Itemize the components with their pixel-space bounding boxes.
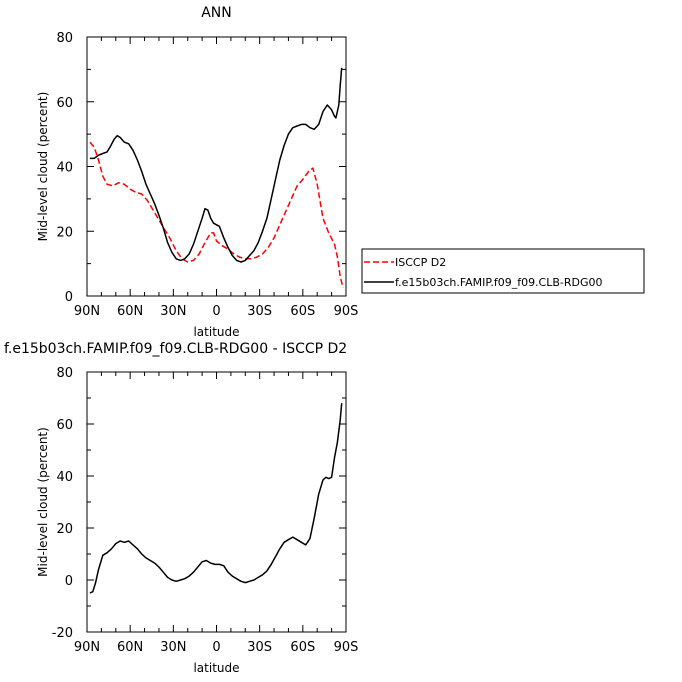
- y-axis-title: Mid-level cloud (percent): [36, 92, 50, 242]
- x-tick-label: 30S: [247, 304, 272, 319]
- y-tick-label: 40: [56, 161, 73, 176]
- x-tick-label: 60N: [117, 304, 143, 319]
- x-axis-title: latitude: [193, 661, 239, 675]
- panel-2: 90N 60N 30N 0 30S 60S 90S -20 0 20 40 60 80 latitude M…: [4, 341, 358, 675]
- series-line-1: [89, 141, 344, 289]
- chart-title: ANN: [201, 5, 232, 21]
- x-tick-label: 90S: [334, 640, 359, 655]
- x-tick-label: 90S: [334, 304, 359, 319]
- chart-title: f.e15b03ch.FAMIP.f09_f09.CLB-RDG00 - ISC…: [4, 341, 347, 357]
- y-tick-label: 20: [56, 225, 73, 240]
- x-tick-label: 30S: [247, 640, 272, 655]
- plot-frame: [86, 36, 347, 297]
- x-tick-label: 60S: [290, 640, 315, 655]
- legend-label-1: ISCCP D2: [395, 256, 446, 269]
- x-tick-label: 60N: [117, 640, 143, 655]
- y-tick-label: 60: [56, 418, 73, 433]
- series-line-2: [89, 67, 343, 263]
- series-line-1: [89, 403, 343, 594]
- plot-frame: [86, 371, 347, 633]
- x-tick-label: 0: [212, 640, 220, 655]
- x-tick-label: 90N: [74, 304, 100, 319]
- y-tick-label: 60: [56, 96, 73, 111]
- y-tick-label: 20: [56, 522, 73, 537]
- y-tick-label: 80: [56, 31, 73, 46]
- y-tick-label: -20: [52, 626, 73, 641]
- x-tick-label: 60S: [290, 304, 315, 319]
- y-tick-label: 0: [65, 574, 73, 589]
- x-tick-label: 0: [212, 304, 220, 319]
- legend: ISCCP D2 f.e15b03ch.FAMIP.f09_f09.CLB-RDG…: [361, 248, 645, 294]
- panel-1: 90N 60N 30N 0 30S 60S 90S 0 20 40 60 80 latitude Mid-…: [36, 5, 645, 339]
- x-tick-label: 30N: [160, 640, 186, 655]
- legend-box: [361, 248, 645, 294]
- y-tick-label: 80: [56, 366, 73, 381]
- y-tick-label: 40: [56, 470, 73, 485]
- x-axis-title: latitude: [193, 325, 239, 339]
- x-tick-label: 90N: [74, 640, 100, 655]
- y-tick-label: 0: [65, 290, 73, 305]
- x-tick-label: 30N: [160, 304, 186, 319]
- y-axis-title: Mid-level cloud (percent): [36, 427, 50, 577]
- legend-label-2: f.e15b03ch.FAMIP.f09_f09.CLB-RDG00: [395, 276, 603, 289]
